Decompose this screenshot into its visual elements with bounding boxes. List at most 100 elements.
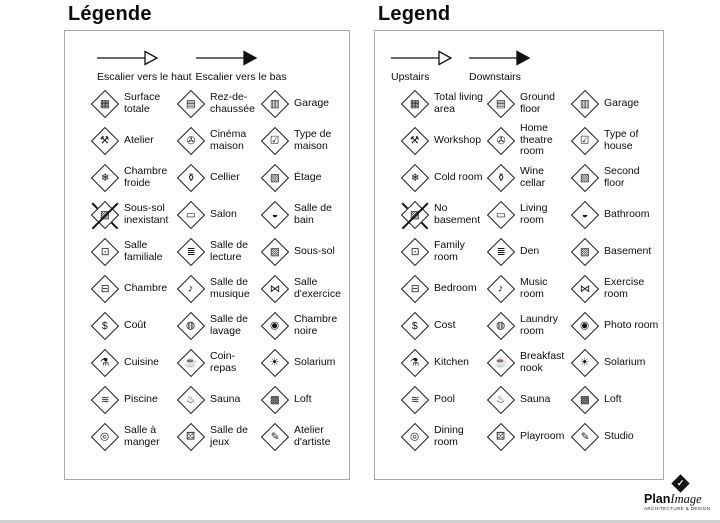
legend-item-label: Playroom: [520, 429, 565, 442]
legend-item-label: Salle de musique: [210, 276, 250, 300]
stairs-down-legend: Escalier vers le bas: [195, 49, 287, 83]
legend-item-den: ≣ Salle de lecture: [176, 237, 261, 266]
breakfast-nook-icon: ☕: [486, 348, 516, 377]
legend-item-solarium: ☀ Solarium: [570, 348, 659, 377]
legend-item-bedroom: ⊟ Bedroom: [400, 274, 487, 303]
no-basement-icon: ▨: [400, 200, 430, 229]
legend-item-label: Surface totale: [124, 91, 161, 115]
legend-item-exercise-room: ⋈ Exercise room: [570, 274, 659, 303]
workshop-icon: ⚒: [90, 126, 120, 155]
down-arrow-label: Downstairs: [469, 71, 521, 83]
legend-item-no-basement: ▨ No basement: [400, 200, 487, 229]
legend-item-type-of-house: ☑ Type de maison: [260, 126, 345, 155]
legend-item-label: Family room: [434, 239, 465, 263]
legend-item-laundry-room: ◍ Salle de lavage: [176, 311, 261, 340]
planimage-logo: ✓ PlanImage ARCHITECTURE & DESIGN: [644, 474, 711, 512]
legend-item-total-living-area: ▦ Surface totale: [90, 89, 177, 118]
home-theatre-icon: ✇: [176, 126, 206, 155]
bathroom-icon: ◒: [260, 200, 290, 229]
legend-item-label: Sauna: [210, 392, 241, 405]
up-arrow-icon: [391, 50, 453, 66]
legend-panel-french: Légende Escalier vers le haut Escalier v…: [64, 0, 350, 480]
legend-item-label: Sous-sol: [294, 244, 335, 257]
legend-item-garage: ▥ Garage: [570, 89, 659, 118]
stairs-up-legend: Upstairs: [391, 49, 453, 83]
logo-tagline: ARCHITECTURE & DESIGN: [644, 506, 711, 511]
stair-arrows: Escalier vers le haut Escalier vers le b…: [65, 31, 349, 83]
legend-item-ground-floor: ▤ Ground floor: [486, 89, 571, 118]
legend-item-label: Bathroom: [604, 207, 650, 220]
legend-item-label: Second floor: [604, 165, 640, 189]
down-arrow-icon: [469, 50, 531, 66]
basement-icon: ▨: [570, 237, 600, 266]
legend-item-dining-room: ◎ Salle à manger: [90, 422, 177, 451]
garage-icon: ▥: [570, 89, 600, 118]
legend-item-label: Chambre: [124, 281, 168, 294]
legend-item-music-room: ♪ Salle de musique: [176, 274, 261, 303]
bedroom-icon: ⊟: [400, 274, 430, 303]
photo-room-icon: ◉: [260, 311, 290, 340]
wine-cellar-icon: ⚱: [486, 163, 516, 192]
legend-item-label: Atelier: [124, 133, 154, 146]
legend-item-breakfast-nook: ☕ Coin-repas: [176, 348, 261, 377]
checkmark-icon: ✓: [676, 477, 685, 488]
legend-item-label: Music room: [520, 276, 548, 300]
photo-room-icon: ◉: [570, 311, 600, 340]
ground-floor-icon: ▤: [486, 89, 516, 118]
loft-icon: ▩: [570, 385, 600, 414]
dining-room-icon: ◎: [400, 422, 430, 451]
studio-icon: ✎: [570, 422, 600, 451]
legend-item-label: Bedroom: [434, 281, 477, 294]
legend-item-sauna: ♨ Sauna: [486, 385, 571, 414]
pool-icon: ≋: [400, 385, 430, 414]
legend-item-label: Sauna: [520, 392, 551, 405]
living-room-icon: ▭: [176, 200, 206, 229]
legend-item-label: Cold room: [434, 170, 483, 183]
logo-text-image: Image: [670, 492, 702, 506]
workshop-icon: ⚒: [400, 126, 430, 155]
down-arrow-label: Escalier vers le bas: [195, 71, 287, 83]
legend-item-label: Kitchen: [434, 355, 470, 368]
legend-item-total-living-area: ▦ Total living area: [400, 89, 487, 118]
bathroom-icon: ◒: [570, 200, 600, 229]
legend-item-label: Photo room: [604, 318, 659, 331]
bedroom-icon: ⊟: [90, 274, 120, 303]
den-icon: ≣: [486, 237, 516, 266]
laundry-room-icon: ◍: [486, 311, 516, 340]
exercise-room-icon: ⋈: [570, 274, 600, 303]
legend-item-label: Chambre froide: [124, 165, 168, 189]
wine-cellar-icon: ⚱: [176, 163, 206, 192]
exercise-room-icon: ⋈: [260, 274, 290, 303]
cold-room-icon: ❄: [90, 163, 120, 192]
panel-title-french: Légende: [68, 3, 152, 25]
home-theatre-icon: ✇: [486, 126, 516, 155]
legend-item-label: Salle de lecture: [210, 239, 248, 263]
legend-item-home-theatre: ✇ Home theatre room: [486, 123, 571, 158]
solarium-icon: ☀: [260, 348, 290, 377]
basement-icon: ▨: [260, 237, 290, 266]
legend-item-label: Cellier: [210, 170, 240, 183]
total-living-area-icon: ▦: [90, 89, 120, 118]
legend-item-family-room: ⊡ Family room: [400, 237, 487, 266]
legend-item-label: Garage: [294, 96, 330, 109]
breakfast-nook-icon: ☕: [176, 348, 206, 377]
legend-item-studio: ✎ Studio: [570, 422, 659, 451]
logo-text-plan: Plan: [644, 492, 671, 506]
family-room-icon: ⊡: [400, 237, 430, 266]
total-living-area-icon: ▦: [400, 89, 430, 118]
legend-item-no-basement: ▨ Sous-sol inexistant: [90, 200, 177, 229]
legend-item-music-room: ♪ Music room: [486, 274, 571, 303]
legend-item-label: Piscine: [124, 392, 158, 405]
garage-icon: ▥: [260, 89, 290, 118]
legend-item-basement: ▨ Basement: [570, 237, 659, 266]
legend-item-photo-room: ◉ Photo room: [570, 311, 659, 340]
legend-item-label: Cuisine: [124, 355, 160, 368]
music-room-icon: ♪: [176, 274, 206, 303]
loft-icon: ▩: [260, 385, 290, 414]
legend-item-playroom: ⚄ Salle de jeux: [176, 422, 261, 451]
stairs-down-legend: Downstairs: [469, 49, 531, 83]
legend-panel-english: Legend Upstairs Downstairs: [374, 0, 664, 480]
legend-item-pool: ≋ Piscine: [90, 385, 177, 414]
den-icon: ≣: [176, 237, 206, 266]
